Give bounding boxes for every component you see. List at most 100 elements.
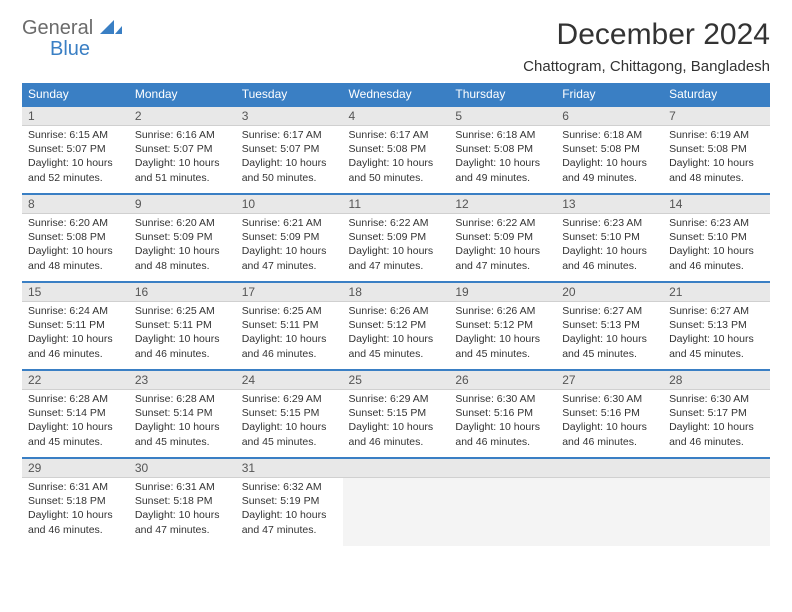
day-number: 25: [343, 371, 450, 390]
calendar-day-cell: 28Sunrise: 6:30 AMSunset: 5:17 PMDayligh…: [663, 370, 770, 458]
day-info: Sunrise: 6:25 AMSunset: 5:11 PMDaylight:…: [129, 302, 236, 365]
calendar-day-cell: 15Sunrise: 6:24 AMSunset: 5:11 PMDayligh…: [22, 282, 129, 370]
calendar-day-cell: 7Sunrise: 6:19 AMSunset: 5:08 PMDaylight…: [663, 106, 770, 194]
location-subtitle: Chattogram, Chittagong, Bangladesh: [523, 58, 770, 75]
calendar-day-cell: 17Sunrise: 6:25 AMSunset: 5:11 PMDayligh…: [236, 282, 343, 370]
calendar-week-row: 29Sunrise: 6:31 AMSunset: 5:18 PMDayligh…: [22, 458, 770, 546]
day-number: 14: [663, 195, 770, 214]
day-info: Sunrise: 6:27 AMSunset: 5:13 PMDaylight:…: [556, 302, 663, 365]
day-number: 18: [343, 283, 450, 302]
day-number: 3: [236, 107, 343, 126]
day-number: [449, 459, 556, 478]
day-number: 7: [663, 107, 770, 126]
day-number: 31: [236, 459, 343, 478]
calendar-table: SundayMondayTuesdayWednesdayThursdayFrid…: [22, 83, 770, 546]
calendar-day-cell: 16Sunrise: 6:25 AMSunset: 5:11 PMDayligh…: [129, 282, 236, 370]
brand-sail-icon: [100, 18, 122, 41]
calendar-week-row: 1Sunrise: 6:15 AMSunset: 5:07 PMDaylight…: [22, 106, 770, 194]
calendar-day-cell: 22Sunrise: 6:28 AMSunset: 5:14 PMDayligh…: [22, 370, 129, 458]
calendar-day-cell: 14Sunrise: 6:23 AMSunset: 5:10 PMDayligh…: [663, 194, 770, 282]
weekday-header: Friday: [556, 83, 663, 106]
calendar-day-cell: 23Sunrise: 6:28 AMSunset: 5:14 PMDayligh…: [129, 370, 236, 458]
calendar-day-cell: 2Sunrise: 6:16 AMSunset: 5:07 PMDaylight…: [129, 106, 236, 194]
calendar-day-cell: [449, 458, 556, 546]
day-info: Sunrise: 6:30 AMSunset: 5:16 PMDaylight:…: [556, 390, 663, 453]
day-number: [663, 459, 770, 478]
day-number: 19: [449, 283, 556, 302]
day-info: Sunrise: 6:16 AMSunset: 5:07 PMDaylight:…: [129, 126, 236, 189]
calendar-day-cell: 24Sunrise: 6:29 AMSunset: 5:15 PMDayligh…: [236, 370, 343, 458]
weekday-header: Saturday: [663, 83, 770, 106]
day-info: Sunrise: 6:15 AMSunset: 5:07 PMDaylight:…: [22, 126, 129, 189]
day-number: 8: [22, 195, 129, 214]
calendar-day-cell: [663, 458, 770, 546]
calendar-day-cell: 21Sunrise: 6:27 AMSunset: 5:13 PMDayligh…: [663, 282, 770, 370]
day-number: 6: [556, 107, 663, 126]
day-info: Sunrise: 6:29 AMSunset: 5:15 PMDaylight:…: [236, 390, 343, 453]
brand-logo: General Blue: [22, 18, 122, 59]
calendar-week-row: 15Sunrise: 6:24 AMSunset: 5:11 PMDayligh…: [22, 282, 770, 370]
day-number: 23: [129, 371, 236, 390]
day-info: Sunrise: 6:23 AMSunset: 5:10 PMDaylight:…: [663, 214, 770, 277]
calendar-day-cell: 30Sunrise: 6:31 AMSunset: 5:18 PMDayligh…: [129, 458, 236, 546]
day-number: 4: [343, 107, 450, 126]
day-info: Sunrise: 6:24 AMSunset: 5:11 PMDaylight:…: [22, 302, 129, 365]
day-info: Sunrise: 6:31 AMSunset: 5:18 PMDaylight:…: [22, 478, 129, 541]
day-info: Sunrise: 6:18 AMSunset: 5:08 PMDaylight:…: [556, 126, 663, 189]
day-number: 17: [236, 283, 343, 302]
calendar-week-row: 22Sunrise: 6:28 AMSunset: 5:14 PMDayligh…: [22, 370, 770, 458]
day-info: Sunrise: 6:27 AMSunset: 5:13 PMDaylight:…: [663, 302, 770, 365]
day-info: Sunrise: 6:26 AMSunset: 5:12 PMDaylight:…: [343, 302, 450, 365]
day-number: 11: [343, 195, 450, 214]
calendar-day-cell: 18Sunrise: 6:26 AMSunset: 5:12 PMDayligh…: [343, 282, 450, 370]
day-number: 28: [663, 371, 770, 390]
brand-line1: General: [22, 17, 93, 39]
day-number: 27: [556, 371, 663, 390]
day-number: 26: [449, 371, 556, 390]
day-number: 1: [22, 107, 129, 126]
day-number: 21: [663, 283, 770, 302]
calendar-day-cell: 4Sunrise: 6:17 AMSunset: 5:08 PMDaylight…: [343, 106, 450, 194]
day-number: 12: [449, 195, 556, 214]
day-number: 13: [556, 195, 663, 214]
day-info: Sunrise: 6:23 AMSunset: 5:10 PMDaylight:…: [556, 214, 663, 277]
weekday-header-row: SundayMondayTuesdayWednesdayThursdayFrid…: [22, 83, 770, 106]
day-number: 5: [449, 107, 556, 126]
calendar-day-cell: 5Sunrise: 6:18 AMSunset: 5:08 PMDaylight…: [449, 106, 556, 194]
day-info: Sunrise: 6:17 AMSunset: 5:07 PMDaylight:…: [236, 126, 343, 189]
calendar-day-cell: 27Sunrise: 6:30 AMSunset: 5:16 PMDayligh…: [556, 370, 663, 458]
day-number: [556, 459, 663, 478]
day-info: Sunrise: 6:17 AMSunset: 5:08 PMDaylight:…: [343, 126, 450, 189]
page-title: December 2024: [523, 18, 770, 52]
calendar-day-cell: 6Sunrise: 6:18 AMSunset: 5:08 PMDaylight…: [556, 106, 663, 194]
day-info: Sunrise: 6:25 AMSunset: 5:11 PMDaylight:…: [236, 302, 343, 365]
calendar-day-cell: 13Sunrise: 6:23 AMSunset: 5:10 PMDayligh…: [556, 194, 663, 282]
day-number: 30: [129, 459, 236, 478]
title-block: December 2024 Chattogram, Chittagong, Ba…: [523, 18, 770, 75]
day-info: Sunrise: 6:21 AMSunset: 5:09 PMDaylight:…: [236, 214, 343, 277]
day-info: Sunrise: 6:20 AMSunset: 5:08 PMDaylight:…: [22, 214, 129, 277]
header: General Blue December 2024 Chattogram, C…: [22, 18, 770, 75]
day-number: 24: [236, 371, 343, 390]
weekday-header: Wednesday: [343, 83, 450, 106]
day-info: Sunrise: 6:22 AMSunset: 5:09 PMDaylight:…: [343, 214, 450, 277]
day-info: Sunrise: 6:30 AMSunset: 5:16 PMDaylight:…: [449, 390, 556, 453]
weekday-header: Monday: [129, 83, 236, 106]
calendar-day-cell: 20Sunrise: 6:27 AMSunset: 5:13 PMDayligh…: [556, 282, 663, 370]
brand-line2: Blue: [50, 39, 122, 59]
day-number: 15: [22, 283, 129, 302]
day-info: Sunrise: 6:28 AMSunset: 5:14 PMDaylight:…: [22, 390, 129, 453]
day-number: 16: [129, 283, 236, 302]
calendar-day-cell: 9Sunrise: 6:20 AMSunset: 5:09 PMDaylight…: [129, 194, 236, 282]
day-info: Sunrise: 6:26 AMSunset: 5:12 PMDaylight:…: [449, 302, 556, 365]
day-number: 2: [129, 107, 236, 126]
calendar-day-cell: 8Sunrise: 6:20 AMSunset: 5:08 PMDaylight…: [22, 194, 129, 282]
calendar-day-cell: 26Sunrise: 6:30 AMSunset: 5:16 PMDayligh…: [449, 370, 556, 458]
calendar-day-cell: 10Sunrise: 6:21 AMSunset: 5:09 PMDayligh…: [236, 194, 343, 282]
day-info: Sunrise: 6:19 AMSunset: 5:08 PMDaylight:…: [663, 126, 770, 189]
calendar-body: 1Sunrise: 6:15 AMSunset: 5:07 PMDaylight…: [22, 106, 770, 546]
day-info: Sunrise: 6:28 AMSunset: 5:14 PMDaylight:…: [129, 390, 236, 453]
calendar-day-cell: 29Sunrise: 6:31 AMSunset: 5:18 PMDayligh…: [22, 458, 129, 546]
calendar-day-cell: 1Sunrise: 6:15 AMSunset: 5:07 PMDaylight…: [22, 106, 129, 194]
day-info: Sunrise: 6:22 AMSunset: 5:09 PMDaylight:…: [449, 214, 556, 277]
